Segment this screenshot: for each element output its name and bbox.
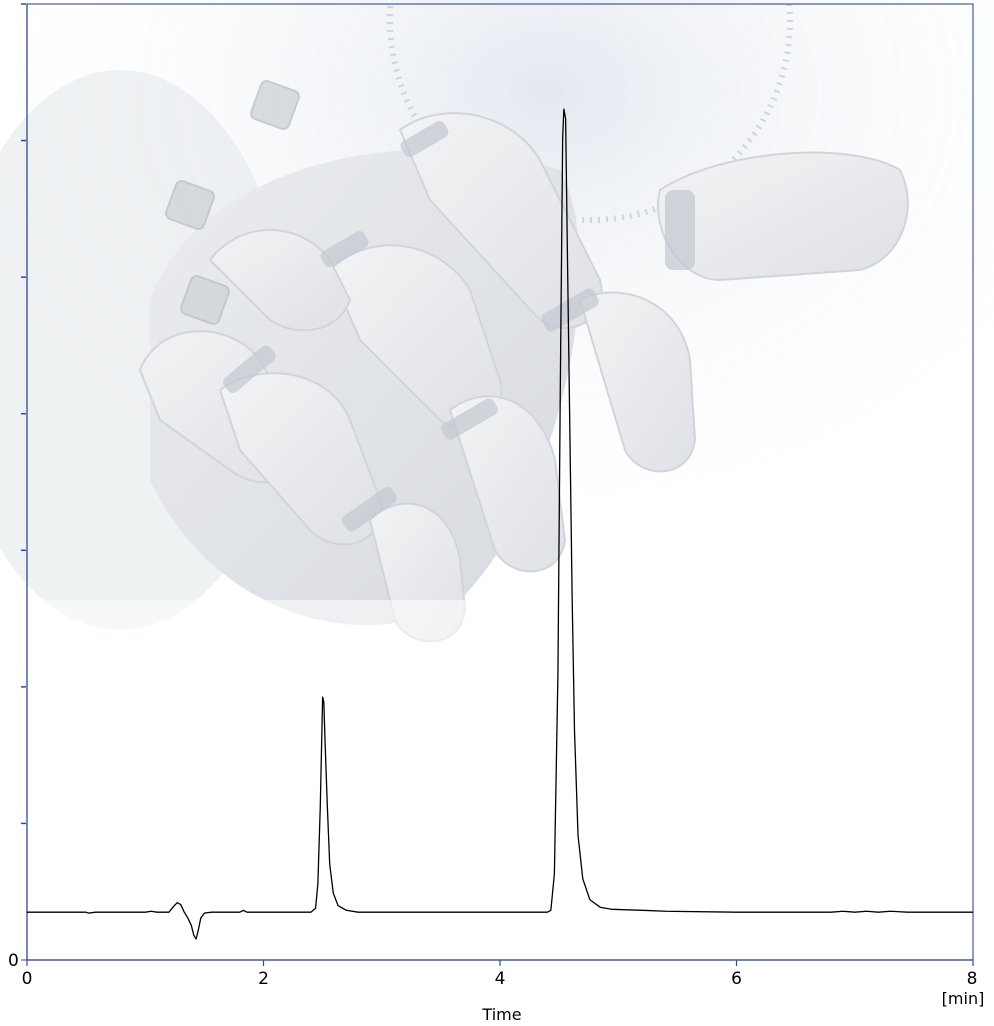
x-tick-label-2: 2 [258,969,269,989]
x-axis-ticks: 0 2 4 6 8 [22,960,978,989]
series-line-0 [27,108,973,940]
x-tick-label-8: 8 [967,969,978,989]
x-axis-title: Time [481,1005,521,1024]
y-axis-tick-marks [21,3,27,961]
x-tick-label-4: 4 [495,969,506,989]
x-axis-unit-label: [min] [942,989,985,1008]
chromatogram-series [27,108,973,940]
y-tick-label-0: 0 [8,951,19,971]
x-tick-label-6: 6 [731,969,742,989]
robot-hand-background-image [0,0,994,760]
x-tick-label-0: 0 [22,969,33,989]
